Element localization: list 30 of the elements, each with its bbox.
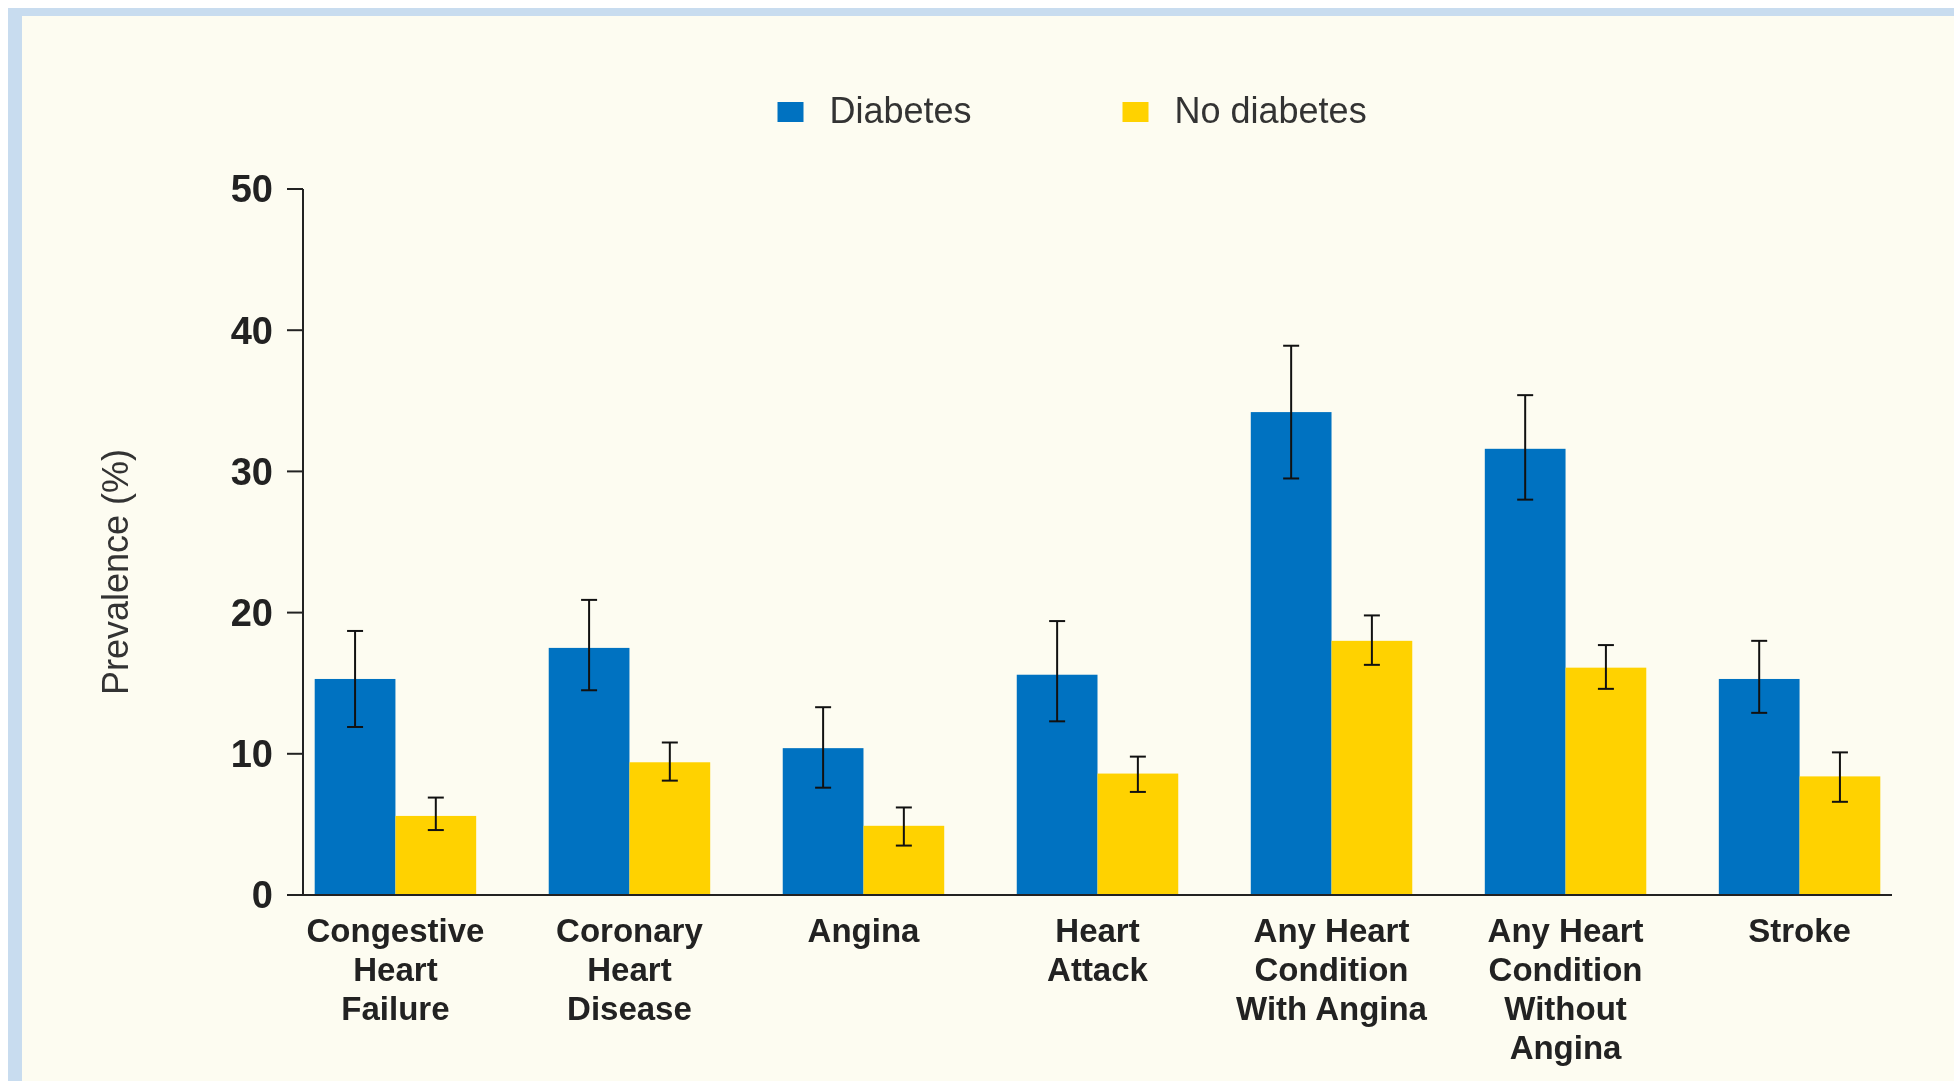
x-tick-label: Any Heart Condition With Angina xyxy=(1236,912,1428,1027)
bar xyxy=(314,678,396,895)
x-tick-label: Congestive Heart Failure xyxy=(306,912,485,1027)
x-tick-label: Heart Attack xyxy=(1047,912,1149,988)
bar xyxy=(863,825,945,895)
x-tick-label: Stroke xyxy=(1748,912,1851,949)
y-tick-label: 10 xyxy=(230,733,273,776)
bar xyxy=(548,647,630,895)
y-tick-label: 50 xyxy=(230,168,273,211)
legend-label: No diabetes xyxy=(1174,90,1367,131)
bar xyxy=(1799,776,1881,895)
y-tick-label: 20 xyxy=(230,591,273,634)
bar xyxy=(629,762,711,895)
bar xyxy=(1016,674,1098,895)
bar xyxy=(782,748,864,895)
bar xyxy=(395,815,477,895)
bar xyxy=(1331,640,1413,895)
y-axis-title: Prevalence (%) xyxy=(95,448,136,696)
y-tick-label: 0 xyxy=(251,874,273,917)
legend-label: Diabetes xyxy=(829,90,972,131)
x-tick-label: Coronary Heart Disease xyxy=(556,912,704,1027)
bar xyxy=(1250,412,1332,895)
y-tick-label: 30 xyxy=(230,450,273,493)
bar xyxy=(1718,678,1800,895)
y-tick-label: 40 xyxy=(230,309,273,352)
bar xyxy=(1565,667,1647,895)
x-tick-label: Angina xyxy=(807,912,921,949)
bar xyxy=(1484,448,1566,895)
bar xyxy=(1097,773,1179,895)
x-tick-label: Any Heart Condition Without Angina xyxy=(1487,912,1644,1066)
